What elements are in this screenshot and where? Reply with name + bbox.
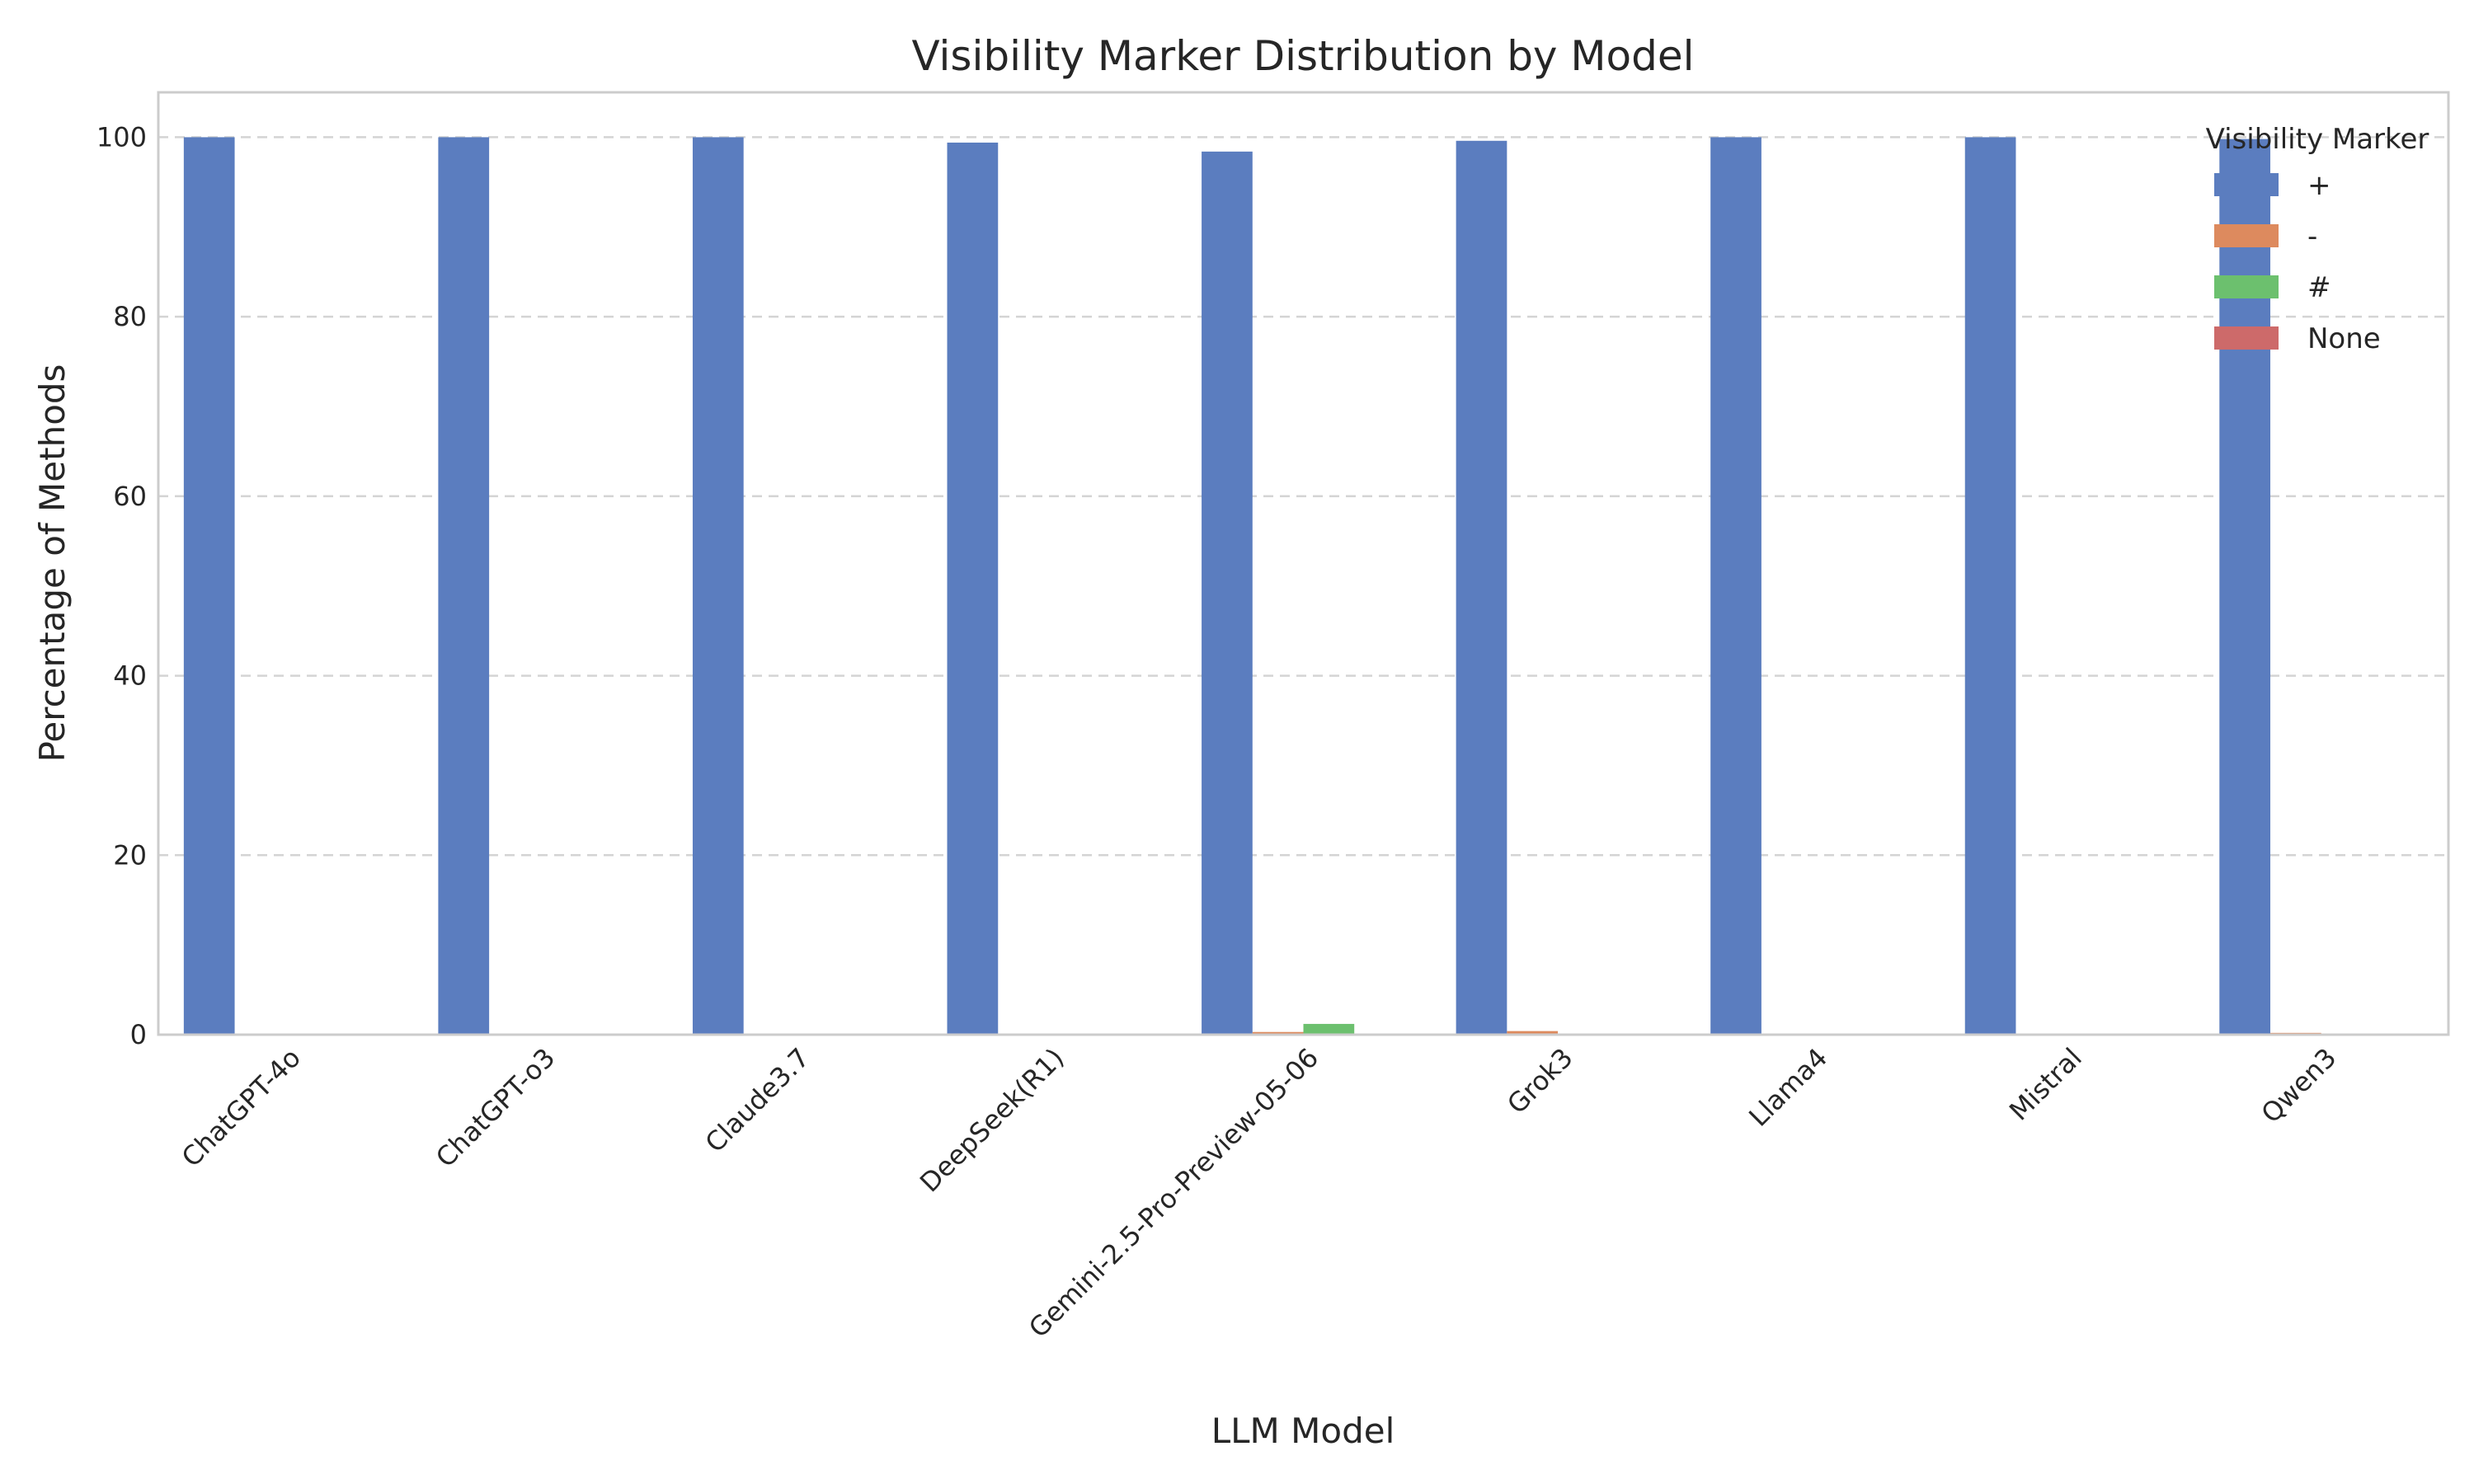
x-tick-label: Llama4 [1743,1042,1833,1133]
x-tick-label: Grok3 [1501,1042,1579,1120]
legend-entry: + [2307,169,2331,202]
y-tick-label: 100 [96,121,147,153]
x-tick-label: ChatGPT-o3 [430,1042,561,1173]
bar [2219,139,2271,1035]
y-tick-label: 80 [113,301,147,332]
y-axis-label: Percentage of Methods [32,364,73,763]
legend: Visibility Marker + - # None [2206,123,2429,355]
bar [1303,1023,1355,1035]
legend-swatch [2214,173,2279,196]
legend-swatch [2214,326,2279,350]
bar [1964,137,2016,1035]
bar [1710,137,1761,1035]
x-tick-label: Qwen3 [2255,1042,2343,1129]
plot-frame [157,91,2450,1036]
x-tick-label: Claude3.7 [699,1042,816,1158]
bar [183,137,235,1035]
legend-title: Visibility Marker [2206,123,2429,156]
x-axis-ticks: ChatGPT-4o ChatGPT-o3 Claude3.7 DeepSeek(R1… [176,1042,2343,1344]
legend-swatch [2214,275,2279,298]
x-axis-label: LLM Model [1211,1411,1395,1451]
bar [1252,1031,1304,1035]
y-tick-label: 60 [113,481,147,512]
y-axis-ticks: 0 20 40 60 80 100 [96,121,147,1050]
bar [438,137,490,1035]
legend-swatch [2214,224,2279,247]
legend-entry: # [2307,271,2331,304]
x-tick-label: Mistral [2003,1042,2088,1127]
x-tick-label: ChatGPT-4o [176,1042,307,1173]
y-tick-label: 0 [130,1019,147,1050]
y-tick-label: 20 [113,839,147,871]
chart-title: Visibility Marker Distribution by Model [911,32,1694,80]
bars [183,137,2321,1036]
legend-entry: None [2307,322,2381,355]
legend-entry: - [2307,220,2317,253]
bar [692,137,744,1035]
x-tick-label: DeepSeek(R1) [914,1042,1070,1199]
gridlines [158,136,2448,857]
x-tick-label: Gemini-2.5-Pro-Preview-05-06 [1023,1042,1324,1344]
y-tick-label: 40 [113,660,147,692]
bar [947,142,999,1036]
bar [1507,1031,1559,1035]
bar [1202,151,1253,1036]
bar [1456,140,1507,1036]
